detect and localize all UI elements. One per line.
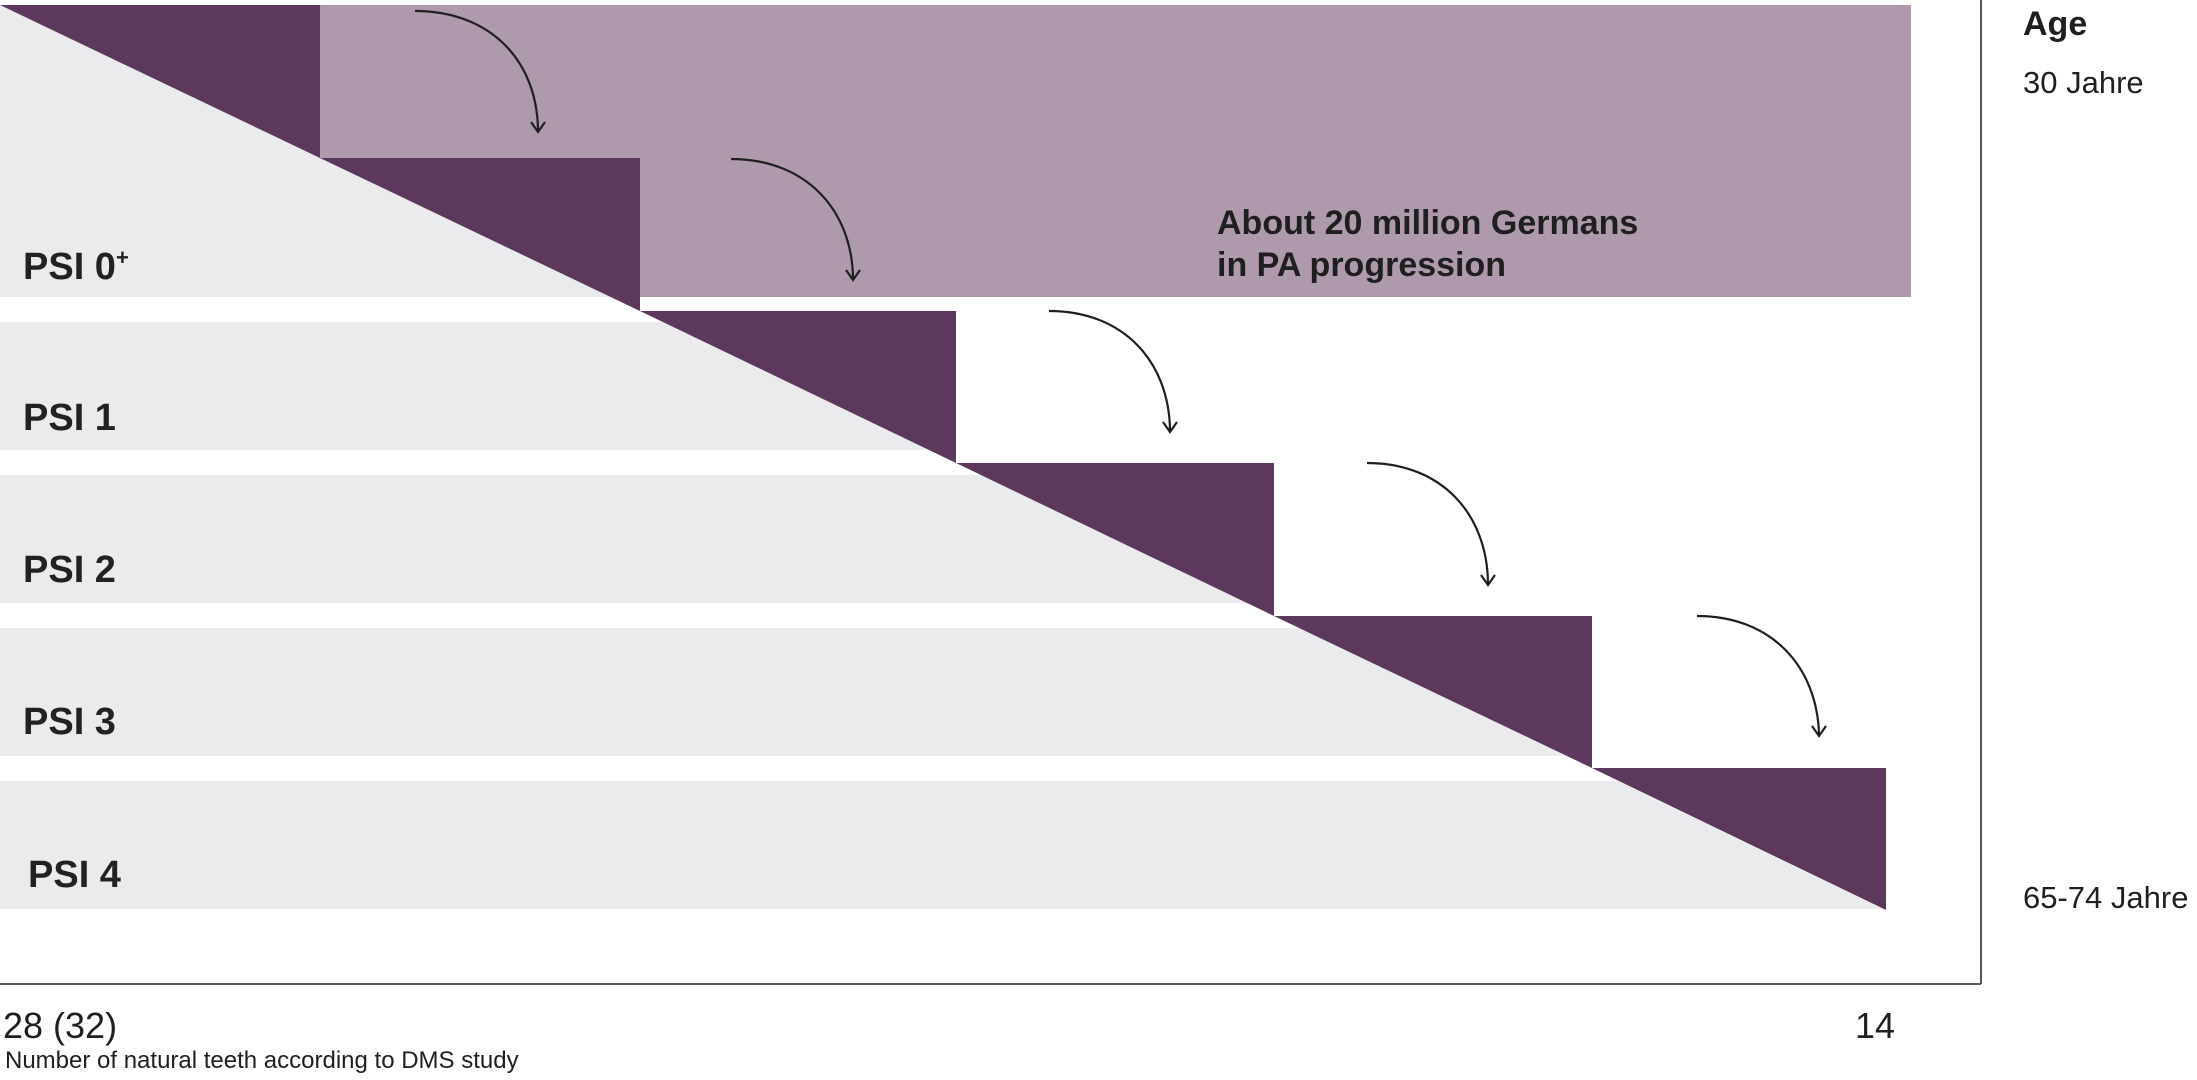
- progression-arrow-5: [1696, 614, 1827, 738]
- teeth-axis-title: Number of natural teeth according to DMS…: [5, 1047, 519, 1074]
- teeth-start-label: 28 (32): [3, 1005, 117, 1046]
- teeth-end-label: 14: [1855, 1005, 1895, 1046]
- age-title: Age: [2023, 5, 2087, 43]
- callout-line-2: in PA progression: [1217, 246, 1506, 284]
- psi-0-label: PSI 0+: [23, 245, 129, 288]
- psi-4-label: PSI 4: [28, 854, 121, 896]
- psi-2-label: PSI 2: [23, 549, 116, 591]
- stair-step-3: [640, 311, 956, 463]
- stair-step-2: [320, 158, 640, 311]
- axes: [0, 0, 1982, 985]
- progression-arrow-4: [1366, 461, 1496, 587]
- pa-progression-area: [320, 5, 1911, 297]
- age-end-label: 65-74 Jahre: [2023, 880, 2188, 915]
- psi-3-label: PSI 3: [23, 701, 116, 743]
- stair-step-5: [1274, 616, 1592, 768]
- stair-step-4: [956, 463, 1274, 616]
- teeth-axis: 28 (32) 14 Number of natural teeth accor…: [3, 1005, 1895, 1074]
- progression-arrows: [414, 9, 1827, 738]
- psi-labels: PSI 0+ PSI 1 PSI 2 PSI 3 PSI 4: [23, 245, 129, 896]
- callout-line-1: About 20 million Germans: [1217, 204, 1638, 242]
- progression-staircase: [0, 5, 1886, 910]
- age-axis: Age 30 Jahre 65-74 Jahre: [2023, 5, 2188, 915]
- pa-progression-callout: About 20 million Germans in PA progressi…: [1217, 204, 1638, 284]
- age-start-label: 30 Jahre: [2023, 65, 2144, 100]
- psi-band-4: [0, 781, 1905, 909]
- psi-1-label: PSI 1: [23, 397, 116, 439]
- progression-arrow-3: [1048, 309, 1178, 434]
- stair-step-1: [0, 5, 320, 158]
- progression-arrow-1: [414, 9, 546, 134]
- psi-0-superscript: +: [116, 245, 129, 270]
- stair-step-6: [1592, 768, 1886, 910]
- progression-arrow-2: [730, 157, 861, 282]
